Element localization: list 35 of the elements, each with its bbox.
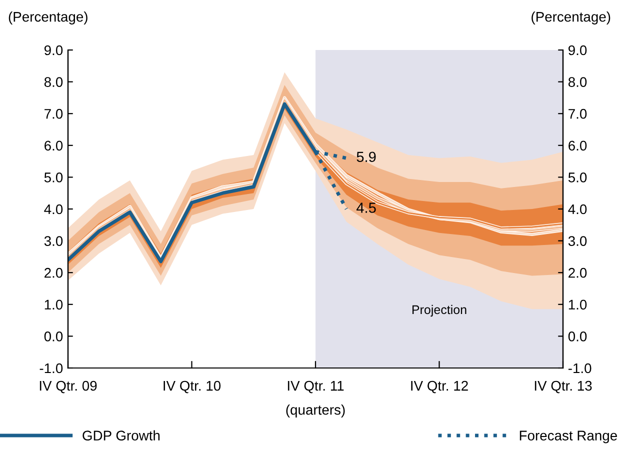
y-tick-label: 3.0 [44, 236, 63, 246]
x-tick-label: IV Qtr. 13 [534, 380, 592, 394]
y2-tick-label: 6.0 [568, 140, 587, 151]
y-tick-label: 4.0 [44, 204, 63, 214]
y2-tick-label: 3.0 [568, 236, 587, 246]
band-label: Projection [412, 304, 466, 317]
y2-tick-label: -1.0 [568, 363, 592, 374]
x-tick-label: IV Qtr. 11 [288, 380, 344, 394]
y-tick-label: 0.0 [44, 332, 63, 342]
y-tick-label: -1.0 [40, 363, 63, 374]
y2-tick-label: 1.0 [568, 300, 587, 310]
y2-tick-label: 8.0 [568, 77, 587, 87]
y2-tick-label: 5.0 [568, 172, 587, 182]
y-tick-label: 7.0 [44, 108, 63, 119]
y-tick-label: 8.0 [44, 77, 63, 87]
y-tick-label: 1.0 [44, 300, 63, 310]
y-tick-label: 2.0 [44, 268, 63, 278]
y-tick-label: 9.0 [44, 45, 63, 56]
x-axis-title: (quarters) [286, 404, 345, 418]
legend-label: GDP Growth [82, 430, 160, 440]
y2-tick-label: 2.0 [568, 268, 587, 278]
y2-tick-label: 9.0 [568, 45, 587, 56]
annotation: 4.5 [356, 202, 376, 213]
annotation: 5.9 [356, 152, 376, 162]
y-axis-title: (Percentage) [8, 12, 88, 24]
y2-tick-label: 0.0 [568, 332, 587, 342]
x-tick-label: IV Qtr. 09 [40, 380, 97, 394]
y2-tick-label: 7.0 [568, 108, 587, 119]
y-tick-label: 5.0 [44, 172, 63, 182]
x-tick-label: IV Qtr. 12 [411, 380, 468, 394]
legend-label: Forecast Range [520, 430, 617, 444]
y-tick-label: 6.0 [44, 140, 63, 151]
x-tick-label: IV Qtr. 10 [164, 380, 221, 394]
y2-tick-label: 4.0 [568, 204, 587, 214]
y2-axis-title: (Percentage) [532, 12, 610, 24]
